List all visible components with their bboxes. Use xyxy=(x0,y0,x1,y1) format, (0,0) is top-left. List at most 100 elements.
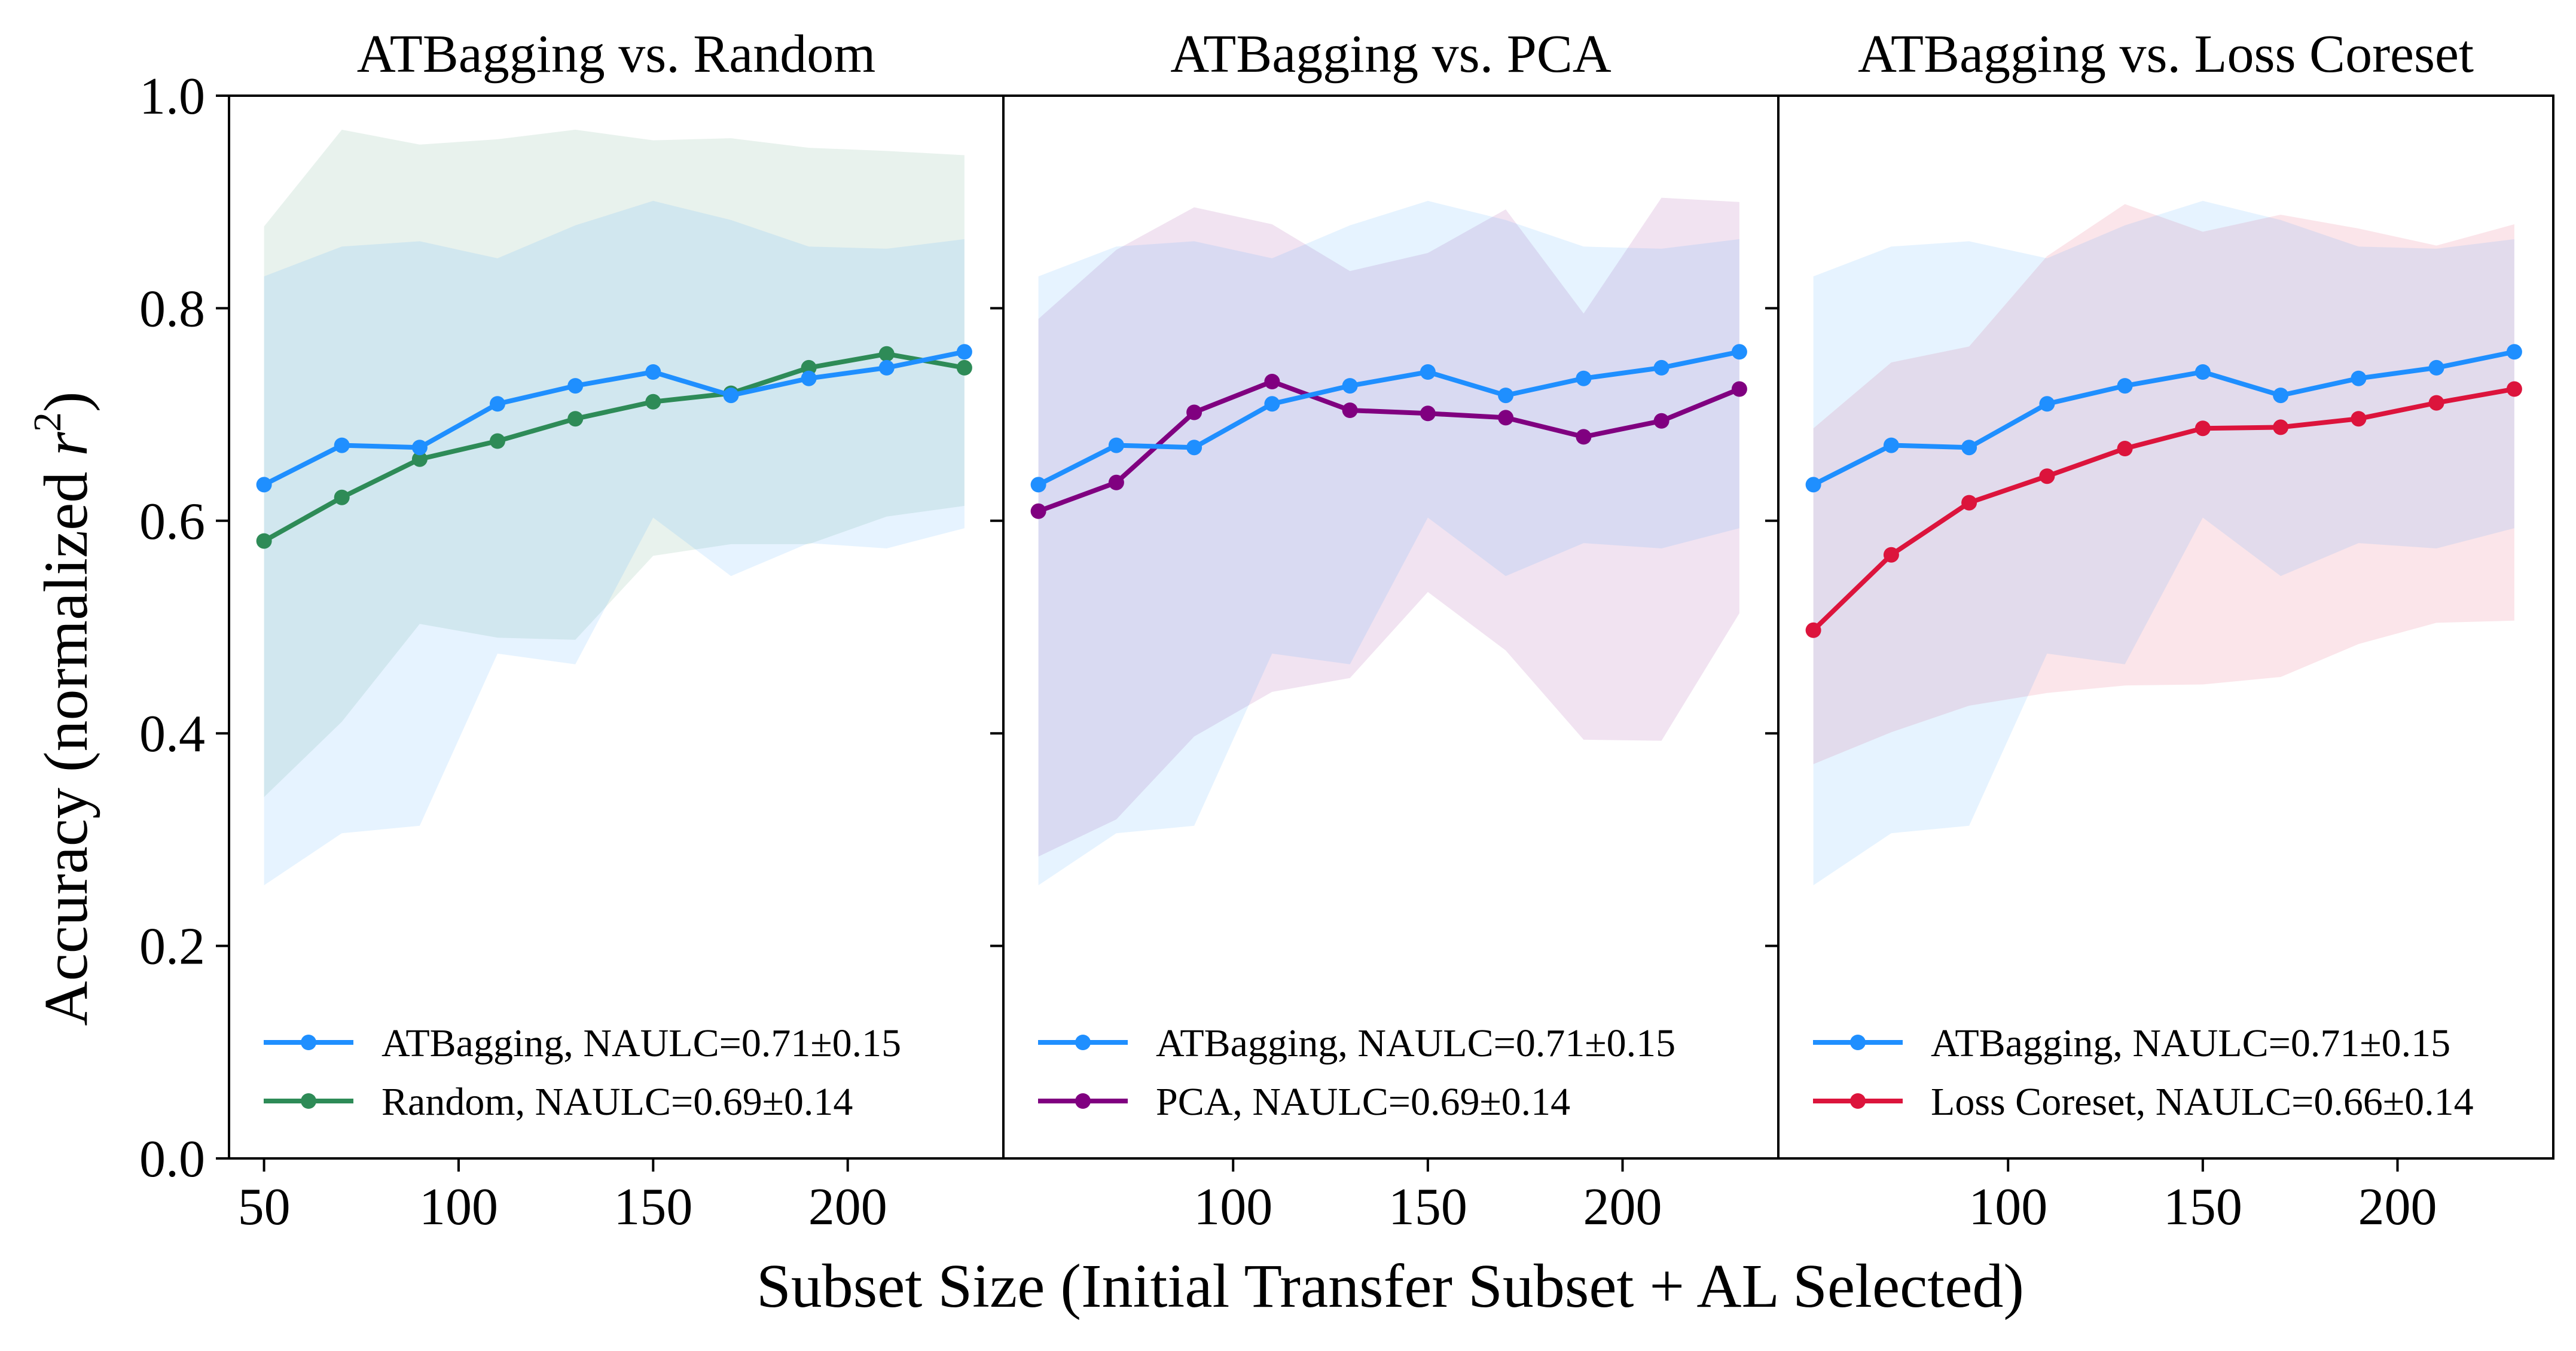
data-point xyxy=(567,378,584,394)
legend-marker xyxy=(1075,1035,1091,1050)
data-point xyxy=(2506,344,2522,360)
data-point xyxy=(1498,410,1514,426)
data-point xyxy=(2039,468,2055,484)
data-point xyxy=(1264,374,1280,389)
series-line-1 xyxy=(1037,349,1740,487)
x-tick-label: 150 xyxy=(2163,1178,2242,1236)
series-line-2 xyxy=(1811,386,2515,632)
legend: ATBagging, NAULC=0.71±0.15 Random, NAULC=… xyxy=(264,1021,901,1124)
band-1 xyxy=(1813,200,2514,886)
x-tick-label: 200 xyxy=(2358,1178,2437,1236)
data-point xyxy=(1805,477,1821,493)
y-tick-label: 0.0 xyxy=(139,1130,205,1188)
plot-frame xyxy=(1777,94,2554,1160)
data-point xyxy=(1805,622,1821,638)
legend-label: ATBagging, NAULC=0.71±0.15 xyxy=(1931,1021,2450,1065)
x-tick-label: 50 xyxy=(238,1178,291,1236)
data-point xyxy=(1420,405,1436,422)
data-point xyxy=(1576,429,1592,445)
legend-marker xyxy=(301,1035,316,1050)
data-point xyxy=(1653,359,1669,376)
data-point xyxy=(411,440,428,456)
data-point xyxy=(1883,437,1899,453)
x-tick-label: 200 xyxy=(1583,1178,1662,1236)
data-point xyxy=(334,437,350,453)
data-point xyxy=(2506,381,2522,397)
data-point xyxy=(2351,370,2367,386)
data-point xyxy=(1342,378,1358,394)
data-point xyxy=(1961,440,1977,456)
series-line-1 xyxy=(1812,349,2515,487)
data-point xyxy=(2117,441,2133,456)
legend-marker xyxy=(301,1093,316,1109)
data-point xyxy=(1420,364,1436,380)
legend-marker xyxy=(1850,1093,1866,1109)
data-point xyxy=(1030,477,1046,493)
band-2 xyxy=(1813,204,2514,764)
data-point xyxy=(1961,495,1977,511)
data-point xyxy=(956,344,972,360)
legend-label: PCA, NAULC=0.69±0.14 xyxy=(1156,1080,1570,1124)
series-line-2 xyxy=(263,351,965,544)
legend: ATBagging, NAULC=0.71±0.15 Loss Coreset, … xyxy=(1813,1021,2474,1124)
y-tick-label: 0.4 xyxy=(139,705,205,763)
x-tick-label: 150 xyxy=(1388,1178,1467,1236)
data-point xyxy=(411,451,428,467)
data-point xyxy=(1731,381,1747,397)
data-point xyxy=(2195,364,2211,380)
data-point xyxy=(1264,396,1280,412)
data-point xyxy=(2428,395,2444,411)
panel-title: ATBagging vs. Random xyxy=(357,25,875,84)
y-tick-label: 0.8 xyxy=(139,280,205,338)
data-point xyxy=(2428,359,2444,376)
data-point xyxy=(490,396,505,412)
data-point xyxy=(956,359,972,376)
data-point xyxy=(878,359,895,376)
x-tick-label: 200 xyxy=(808,1178,887,1236)
data-point xyxy=(1186,404,1202,420)
legend-label: ATBagging, NAULC=0.71±0.15 xyxy=(381,1021,901,1065)
data-point xyxy=(256,477,272,493)
panel-1: 50 100 150 200 0.0 0.2 0.4 0.6 0.8 1.0 ATBagging v… xyxy=(139,25,1005,1236)
data-point xyxy=(334,489,350,505)
x-tick-label: 100 xyxy=(419,1178,498,1236)
legend-marker xyxy=(1075,1093,1091,1109)
y-axis-label: Accuracy (normalized r2) xyxy=(26,392,100,1026)
data-point xyxy=(2195,420,2211,437)
data-point xyxy=(567,411,584,427)
legend-label: ATBagging, NAULC=0.71±0.15 xyxy=(1156,1021,1675,1065)
legend: ATBagging, NAULC=0.71±0.15 PCA, NAULC=0.6… xyxy=(1038,1021,1675,1124)
data-point xyxy=(2039,396,2055,412)
panel-2: 100 150 200 ATBagging vs. PCA ATBagging, NAU… xyxy=(990,25,1780,1236)
panel-title: ATBagging vs. Loss Coreset xyxy=(1858,25,2474,84)
data-point xyxy=(1883,547,1899,563)
panel-3: 100 150 200 ATBagging vs. Loss Coreset ATBag… xyxy=(1765,25,2554,1236)
y-tick-label: 0.2 xyxy=(139,918,205,976)
y-tick-label: 0.6 xyxy=(139,493,205,551)
data-point xyxy=(645,394,661,410)
legend-marker xyxy=(1850,1035,1866,1050)
data-point xyxy=(801,370,817,386)
band-2 xyxy=(264,129,965,797)
data-point xyxy=(878,346,895,362)
band-1 xyxy=(1038,200,1739,886)
band-1 xyxy=(264,200,965,886)
data-point xyxy=(1108,437,1124,453)
x-tick-label: 100 xyxy=(1968,1178,2047,1236)
data-point xyxy=(1342,402,1358,418)
data-point xyxy=(2273,388,2289,404)
data-point xyxy=(2273,419,2289,435)
data-point xyxy=(1108,474,1124,490)
data-point xyxy=(801,359,817,376)
y-axis-label-text: Accuracy (normalized r2) xyxy=(26,392,100,1026)
data-point xyxy=(1030,503,1046,519)
x-tick-label: 150 xyxy=(614,1178,692,1236)
data-point xyxy=(256,533,272,549)
x-tick-label: 100 xyxy=(1194,1178,1272,1236)
band-2 xyxy=(1038,197,1739,857)
data-point xyxy=(1731,344,1747,360)
data-point xyxy=(1186,440,1202,456)
data-point xyxy=(723,388,739,404)
series-line-1 xyxy=(263,349,965,487)
x-axis-label: Subset Size (Initial Transfer Subset + A… xyxy=(756,1252,2024,1320)
